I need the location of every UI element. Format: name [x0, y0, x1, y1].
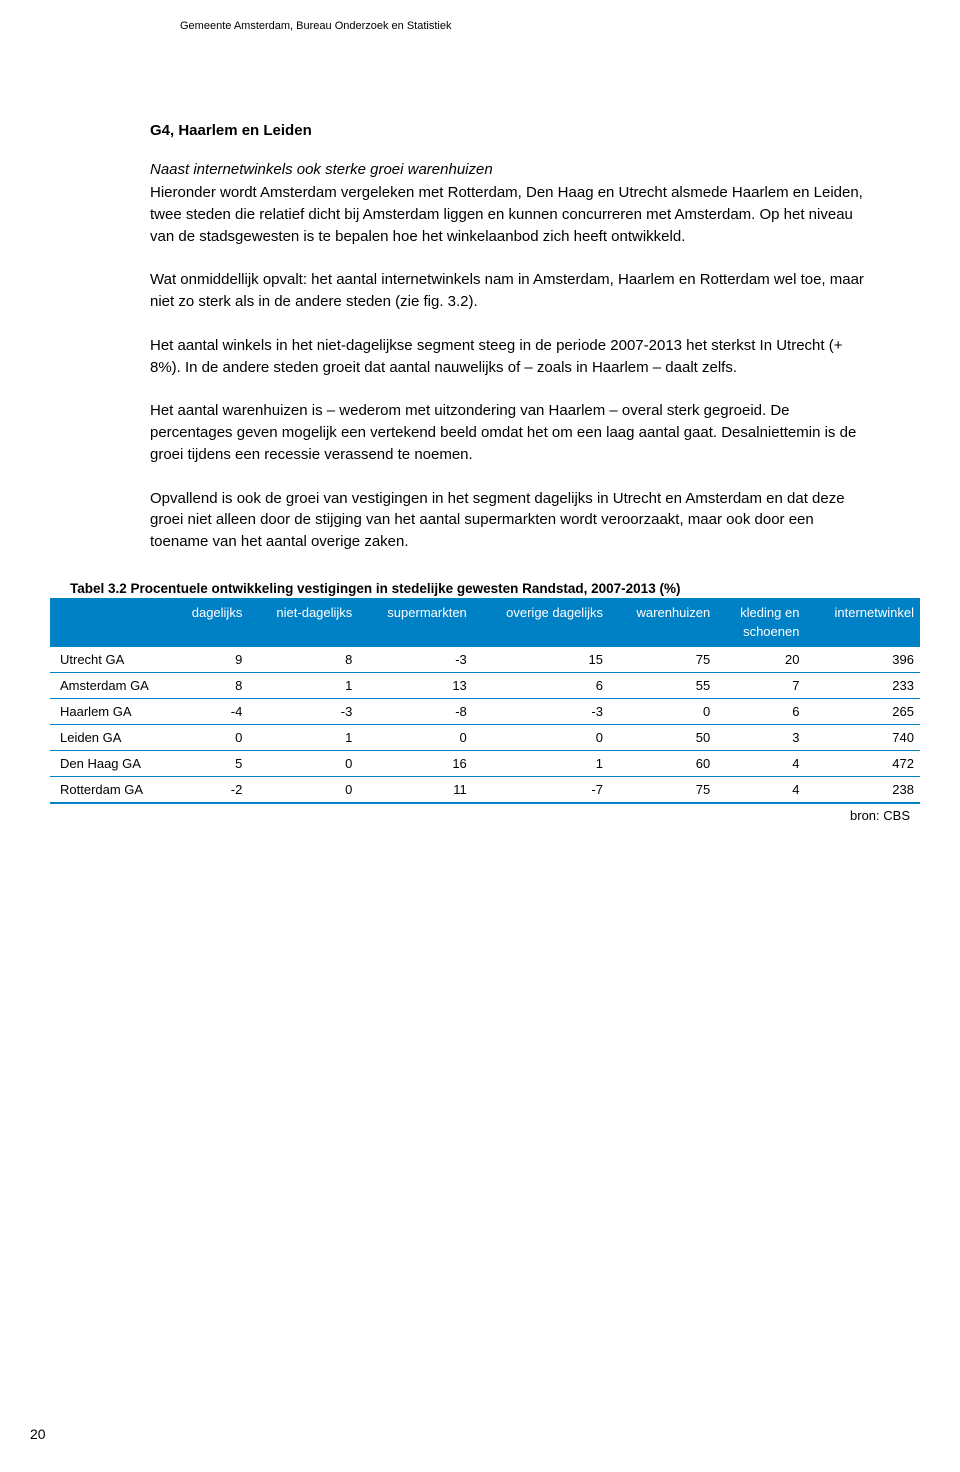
table-cell: -7: [473, 776, 609, 803]
table-cell: 9: [170, 647, 248, 673]
table-row: Amsterdam GA81136557233: [50, 672, 920, 698]
table-cell: 396: [805, 647, 920, 673]
table-cell-label: Amsterdam GA: [50, 672, 170, 698]
table-cell: 233: [805, 672, 920, 698]
table-cell: 472: [805, 750, 920, 776]
table-row: Utrecht GA98-3157520396: [50, 647, 920, 673]
table-cell: 50: [609, 724, 716, 750]
table-cell: 6: [473, 672, 609, 698]
table-cell: 0: [358, 724, 472, 750]
paragraph: Hieronder wordt Amsterdam vergeleken met…: [150, 182, 870, 247]
table-header-row: dagelijks niet-dagelijks supermarkten ov…: [50, 598, 920, 647]
table-header-cell: internetwinkel: [805, 598, 920, 647]
table-row: Den Haag GA50161604472: [50, 750, 920, 776]
table-cell: -3: [358, 647, 472, 673]
section-title: G4, Haarlem en Leiden: [150, 122, 870, 139]
paragraph: Wat onmiddellijk opvalt: het aantal inte…: [150, 269, 870, 313]
table-cell: 265: [805, 698, 920, 724]
table-header-cell: kleding enschoenen: [716, 598, 805, 647]
table-cell: 75: [609, 647, 716, 673]
table-cell: 13: [358, 672, 472, 698]
table-cell: 16: [358, 750, 472, 776]
table-cell: 1: [248, 724, 358, 750]
section-subtitle: Naast internetwinkels ook sterke groei w…: [150, 161, 870, 178]
table-cell: -8: [358, 698, 472, 724]
table-cell: 11: [358, 776, 472, 803]
table-cell: 0: [248, 776, 358, 803]
body-content: G4, Haarlem en Leiden Naast internetwink…: [150, 122, 870, 823]
table-header-cell: warenhuizen: [609, 598, 716, 647]
table-cell: 4: [716, 776, 805, 803]
table-body: Utrecht GA98-3157520396Amsterdam GA81136…: [50, 647, 920, 803]
table-cell: 8: [248, 647, 358, 673]
table-header-cell: supermarkten: [358, 598, 472, 647]
table-header-cell: niet-dagelijks: [248, 598, 358, 647]
table-source: bron: CBS: [50, 808, 920, 823]
data-table: dagelijks niet-dagelijks supermarkten ov…: [50, 598, 920, 804]
paragraph: Het aantal warenhuizen is – wederom met …: [150, 400, 870, 465]
running-header: Gemeente Amsterdam, Bureau Onderzoek en …: [180, 20, 910, 32]
table-cell-label: Rotterdam GA: [50, 776, 170, 803]
table-cell: 1: [248, 672, 358, 698]
table-row: Rotterdam GA-2011-7754238: [50, 776, 920, 803]
table-cell: 1: [473, 750, 609, 776]
table-cell: -4: [170, 698, 248, 724]
table-cell: 75: [609, 776, 716, 803]
table-container: dagelijks niet-dagelijks supermarkten ov…: [50, 598, 920, 804]
table-header-cell: [50, 598, 170, 647]
table-cell: 0: [170, 724, 248, 750]
paragraph: Het aantal winkels in het niet-dagelijks…: [150, 335, 870, 379]
table-cell: 3: [716, 724, 805, 750]
table-cell: 20: [716, 647, 805, 673]
table-header-cell: overige dagelijks: [473, 598, 609, 647]
table-cell: 5: [170, 750, 248, 776]
table-cell-label: Den Haag GA: [50, 750, 170, 776]
table-cell: -2: [170, 776, 248, 803]
table-cell: 60: [609, 750, 716, 776]
table-cell: 740: [805, 724, 920, 750]
paragraph: Opvallend is ook de groei van vestiginge…: [150, 488, 870, 553]
table-cell-label: Leiden GA: [50, 724, 170, 750]
table-cell: 55: [609, 672, 716, 698]
document-page: Gemeente Amsterdam, Bureau Onderzoek en …: [0, 0, 960, 1472]
table-row: Haarlem GA-4-3-8-306265: [50, 698, 920, 724]
table-row: Leiden GA0100503740: [50, 724, 920, 750]
table-cell: 6: [716, 698, 805, 724]
table-cell: 15: [473, 647, 609, 673]
table-cell: 4: [716, 750, 805, 776]
table-cell: 238: [805, 776, 920, 803]
table-cell: 7: [716, 672, 805, 698]
table-caption: Tabel 3.2 Procentuele ontwikkeling vesti…: [70, 581, 870, 596]
table-cell-label: Haarlem GA: [50, 698, 170, 724]
page-number: 20: [30, 1426, 46, 1442]
table-cell: 0: [248, 750, 358, 776]
table-header: dagelijks niet-dagelijks supermarkten ov…: [50, 598, 920, 647]
table-cell: 0: [473, 724, 609, 750]
table-cell-label: Utrecht GA: [50, 647, 170, 673]
table-cell: -3: [473, 698, 609, 724]
table-header-cell: dagelijks: [170, 598, 248, 647]
table-cell: 0: [609, 698, 716, 724]
table-cell: -3: [248, 698, 358, 724]
table-cell: 8: [170, 672, 248, 698]
